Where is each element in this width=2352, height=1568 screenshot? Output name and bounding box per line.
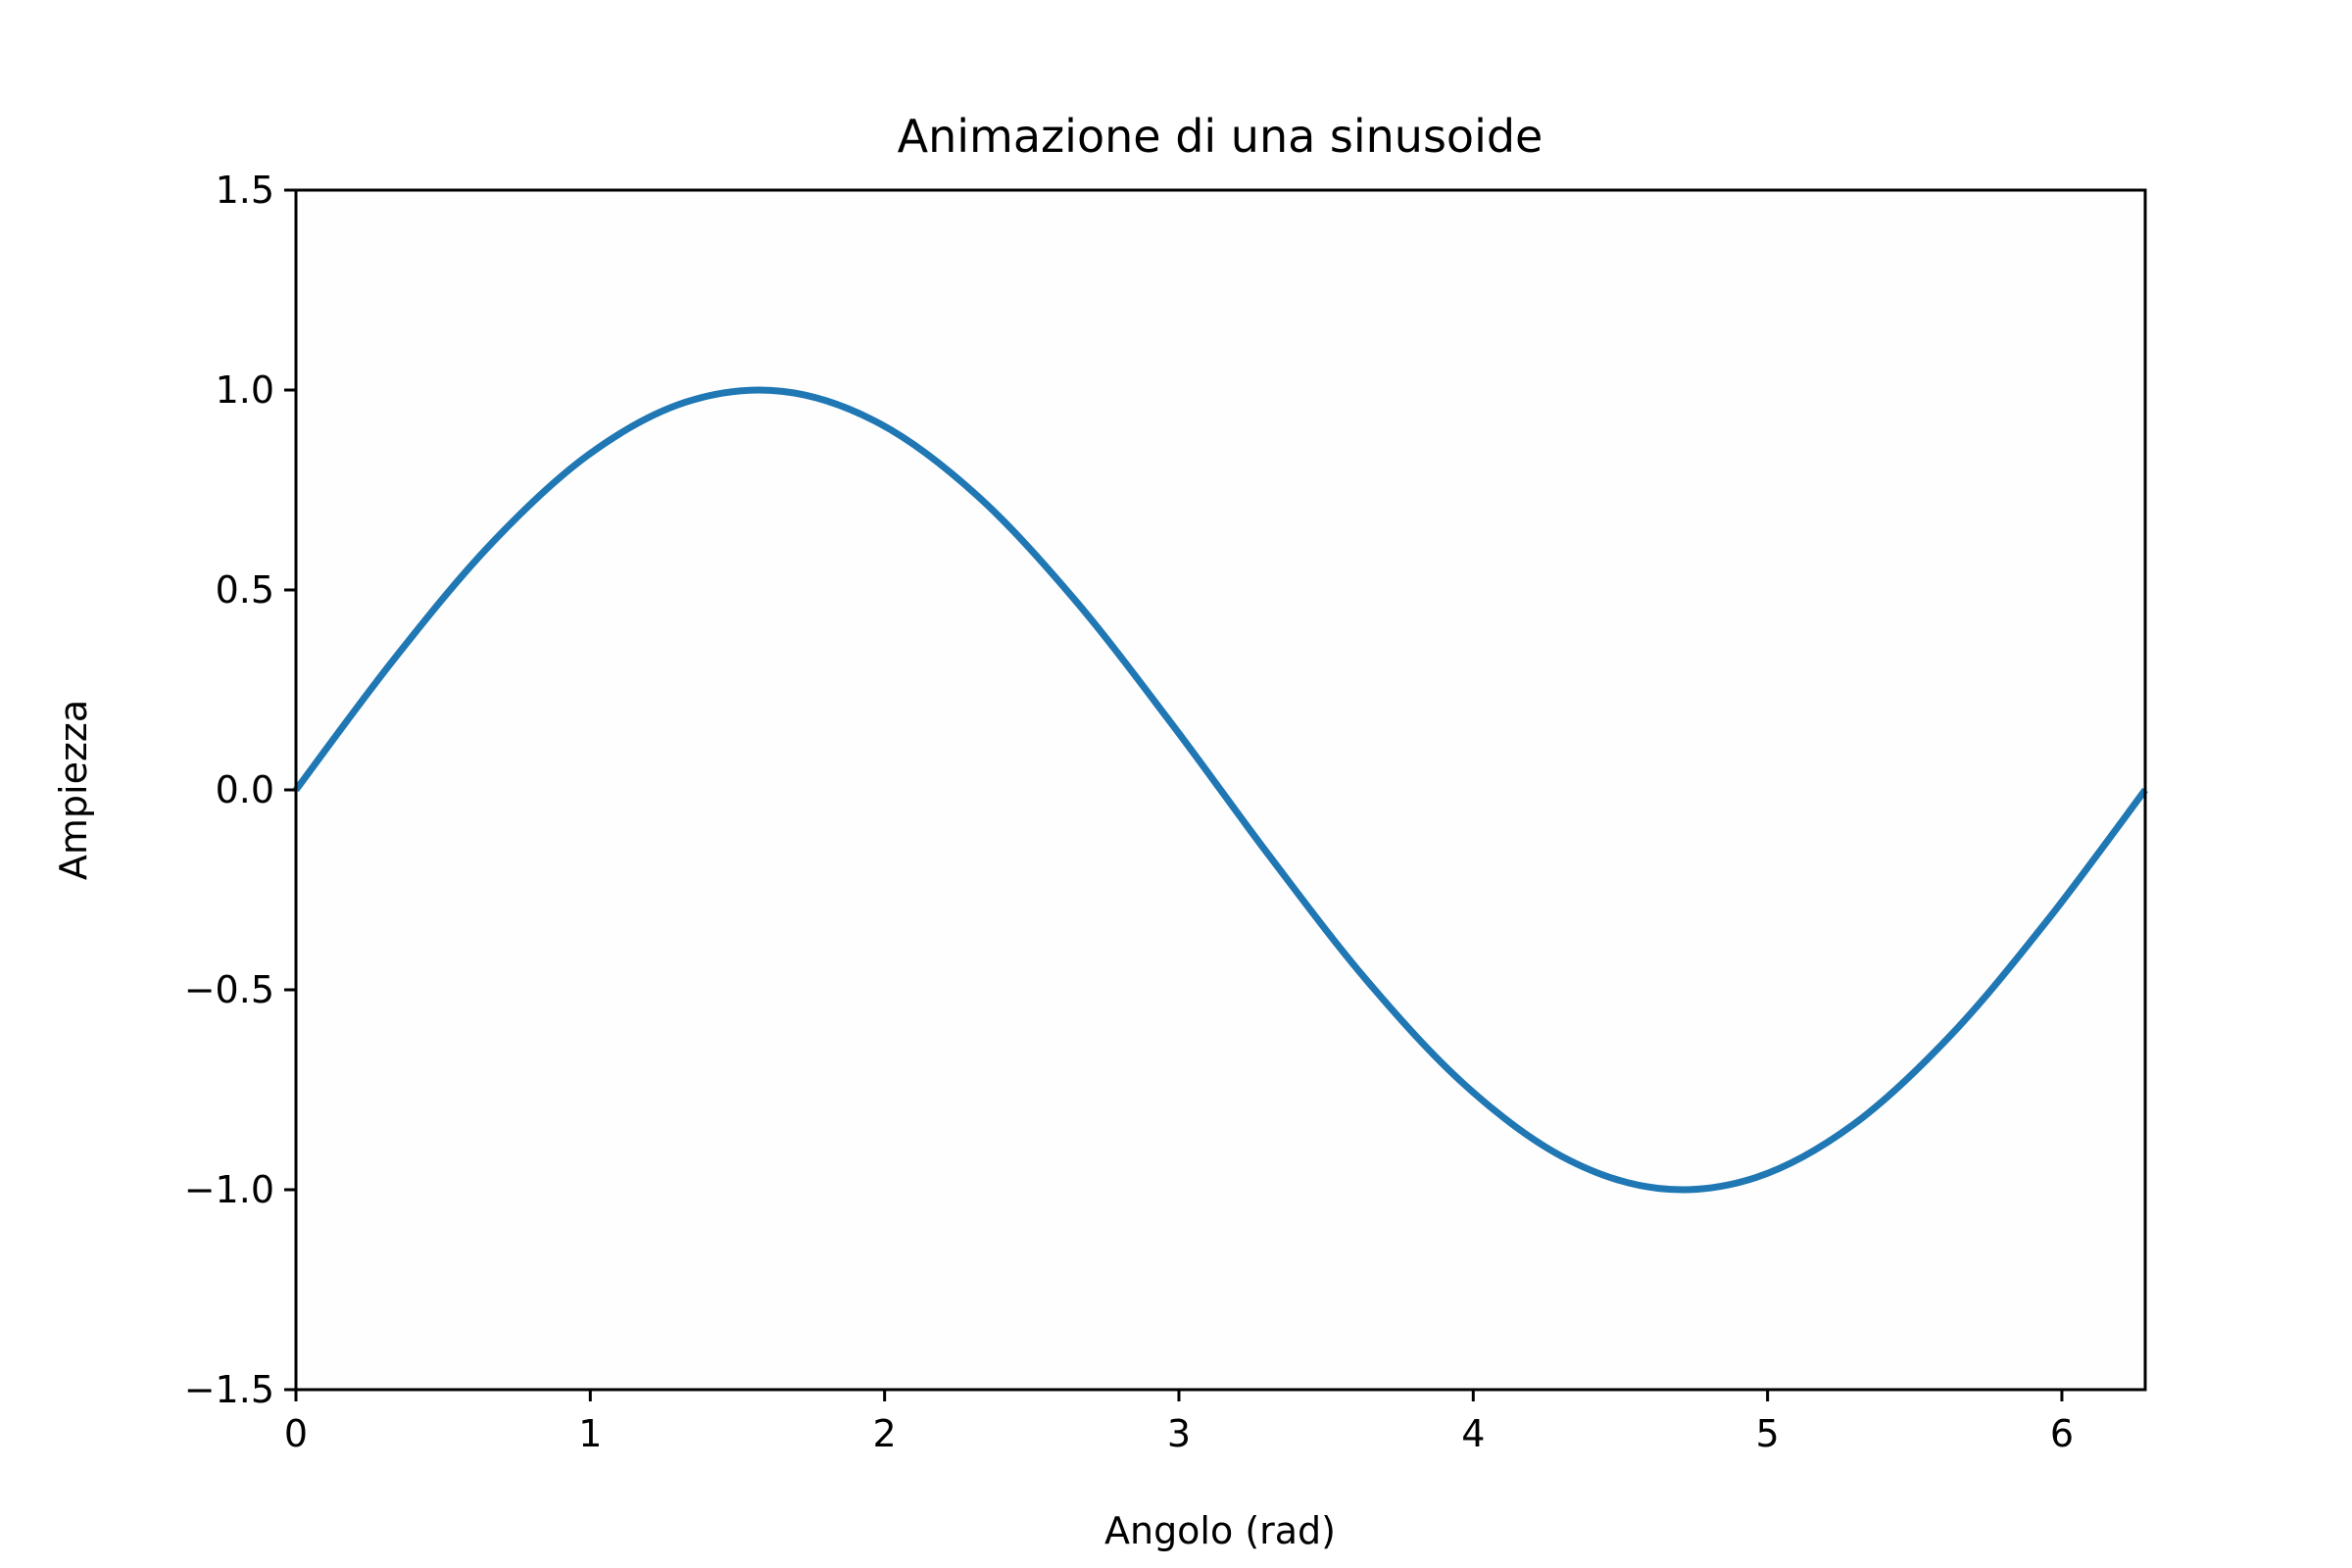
x-tick-label: 2 xyxy=(873,1412,897,1455)
y-tick-label: 0.5 xyxy=(216,568,274,612)
x-tick-label: 6 xyxy=(2050,1412,2074,1455)
series-line xyxy=(293,386,2148,1194)
y-axis: −1.5 −1.0 −0.5 0.0 0.5 1.0 1.5 xyxy=(184,169,296,1411)
y-tick-label: 1.5 xyxy=(216,169,274,212)
x-tick-label: 5 xyxy=(1756,1412,1780,1455)
x-tick-label: 1 xyxy=(578,1412,602,1455)
y-axis-label: Ampiezza xyxy=(52,700,95,880)
y-tick-label: −0.5 xyxy=(184,968,274,1011)
x-tick-label: 0 xyxy=(284,1412,308,1455)
x-tick-label: 4 xyxy=(1461,1412,1485,1455)
x-tick-label: 3 xyxy=(1167,1412,1191,1455)
x-axis: 0 1 2 3 4 5 6 xyxy=(284,1390,2074,1455)
y-tick-label: 1.0 xyxy=(216,368,274,412)
x-axis-label: Angolo (rad) xyxy=(1104,1509,1336,1552)
y-tick-label: −1.5 xyxy=(184,1368,274,1411)
series-layer xyxy=(293,386,2148,1194)
y-tick-label: 0.0 xyxy=(216,768,274,811)
y-tick-label: −1.0 xyxy=(184,1168,274,1211)
chart-title: Animazione di una sinusoide xyxy=(898,110,1544,163)
